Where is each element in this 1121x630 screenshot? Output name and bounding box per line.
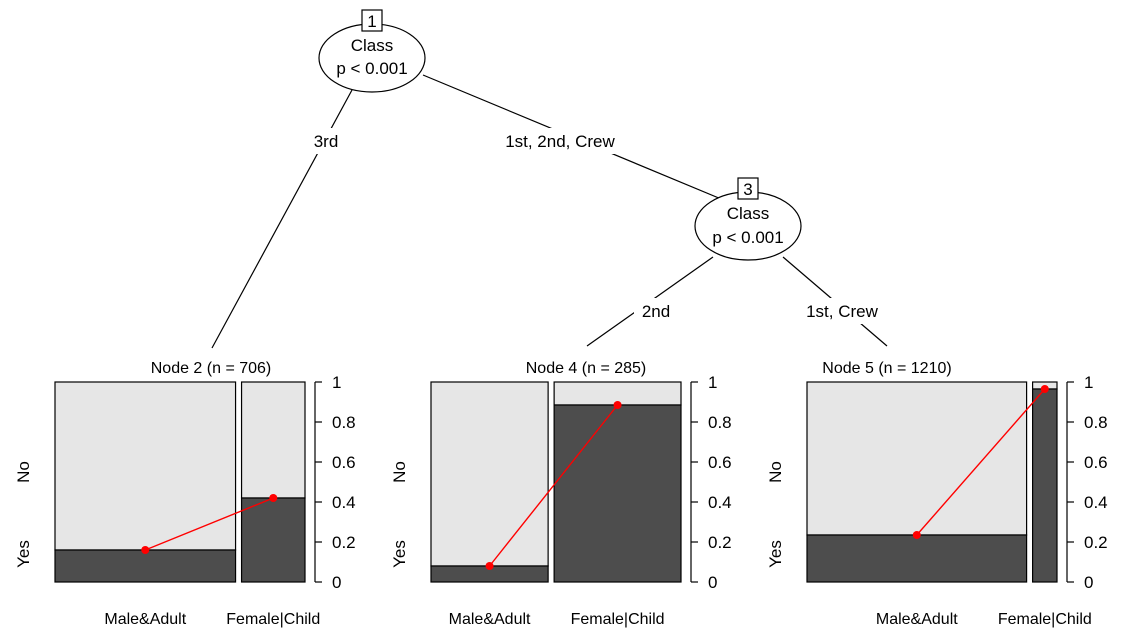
yes-proportion-bar [54, 549, 237, 583]
node-ellipse [318, 23, 426, 93]
y-tick-label: 0.4 [1084, 493, 1108, 512]
y-label-no: No [390, 461, 409, 483]
y-label-no: No [14, 461, 33, 483]
trend-line [489, 404, 619, 567]
no-proportion-bar [430, 381, 549, 567]
y-tick-label: 0.6 [708, 453, 732, 472]
node-variable: Class [351, 36, 394, 55]
edge-label-1st-crew: 1st, Crew [806, 302, 879, 321]
yes-proportion-bar [240, 497, 306, 583]
y-tick-label: 0.8 [708, 413, 732, 432]
y-tick-label: 0.2 [332, 533, 356, 552]
y-tick-label: 0.2 [708, 533, 732, 552]
x-category-label: Male&Adult [449, 611, 531, 628]
edge-label-2nd: 2nd [642, 302, 670, 321]
node-id: 3 [743, 180, 752, 199]
y-tick-label: 0.4 [708, 493, 732, 512]
inner-node-3: 3 Class p < 0.001 [694, 177, 802, 261]
y-label-yes: Yes [14, 540, 33, 568]
y-tick-label: 1 [708, 373, 717, 392]
yes-proportion-bar [806, 534, 1028, 583]
node-variable: Class [727, 204, 770, 223]
y-tick-label: 0.8 [332, 413, 356, 432]
trend-point [1040, 385, 1049, 393]
y-tick-label: 1 [1084, 373, 1093, 392]
x-category-label: Female|Child [226, 611, 320, 628]
y-label-yes: Yes [390, 540, 409, 568]
node-pvalue: p < 0.001 [712, 228, 783, 247]
y-tick-label: 0.2 [1084, 533, 1108, 552]
y-tick-label: 0.4 [332, 493, 356, 512]
no-proportion-bar [240, 381, 306, 499]
y-tick-label: 0.6 [1084, 453, 1108, 472]
yes-proportion-bar [1031, 388, 1058, 583]
trend-point [269, 494, 278, 502]
x-category-label: Male&Adult [876, 611, 958, 628]
trend-point [912, 531, 921, 539]
edge-label-1st-2nd-crew: 1st, 2nd, Crew [505, 132, 615, 151]
node-ellipse [694, 191, 802, 261]
terminal-node-title: Node 2 (n = 706) [151, 360, 272, 377]
trend-point [485, 562, 494, 570]
node-id: 1 [367, 12, 376, 31]
terminal-node-title: Node 5 (n = 1210) [822, 360, 951, 377]
x-category-label: Male&Adult [104, 611, 186, 628]
y-tick-label: 0 [332, 573, 341, 592]
y-label-no: No [766, 461, 785, 483]
inner-node-1: 1 Class p < 0.001 [318, 9, 426, 93]
node-pvalue: p < 0.001 [336, 59, 407, 78]
trend-line [916, 388, 1046, 536]
y-tick-label: 0.8 [1084, 413, 1108, 432]
y-label-yes: Yes [766, 540, 785, 568]
terminal-node-2-panel: Node 2 (n = 706) Male&Adult Female|Child 0 0… [14, 360, 356, 628]
trend-line [145, 497, 274, 551]
terminal-node-5-panel: Node 5 (n = 1210) Male&Adult Female|Child 0… [766, 360, 1108, 628]
y-tick-label: 0 [1084, 573, 1093, 592]
y-tick-label: 0 [708, 573, 717, 592]
no-proportion-bar [806, 381, 1028, 536]
x-category-label: Female|Child [998, 611, 1092, 628]
terminal-node-title: Node 4 (n = 285) [526, 360, 647, 377]
y-tick-label: 0.6 [332, 453, 356, 472]
trend-point [613, 401, 622, 409]
node-id-box [361, 9, 383, 32]
terminal-node-4-panel: Node 4 (n = 285) Male&Adult Female|Child 0 0… [390, 360, 732, 628]
edge-label-3rd: 3rd [314, 132, 339, 151]
yes-proportion-bar [553, 404, 682, 583]
y-tick-label: 1 [332, 373, 341, 392]
x-category-label: Female|Child [571, 611, 665, 628]
trend-point [141, 546, 150, 554]
node-id-box [737, 177, 759, 200]
